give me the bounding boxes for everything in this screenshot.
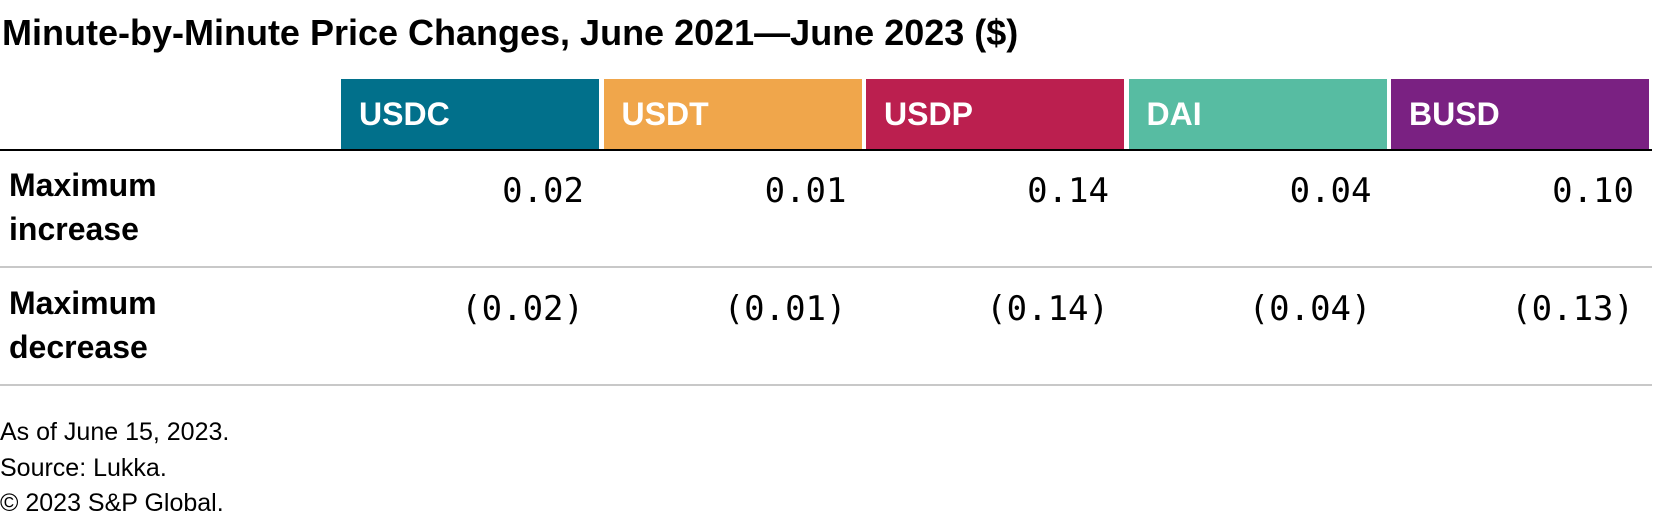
header-rule <box>0 149 1652 151</box>
row-label: Maximum increase <box>9 167 157 247</box>
cell: (0.02) <box>461 289 584 329</box>
column-header: USDT <box>603 79 862 149</box>
row-rule <box>0 384 1652 386</box>
row-rule <box>0 266 1652 268</box>
cell: 0.10 <box>1552 171 1634 211</box>
footnote: As of June 15, 2023. <box>0 418 230 446</box>
cell: 0.02 <box>502 171 584 211</box>
cell: (0.04) <box>1248 289 1372 329</box>
cell: (0.14) <box>986 289 1109 329</box>
column-header: USDP <box>866 79 1124 149</box>
row-label: Maximum decrease <box>9 285 157 365</box>
column-header: USDC <box>341 79 599 149</box>
footnote: Source: Lukka. <box>0 453 167 482</box>
column-header: DAI <box>1128 79 1387 149</box>
footnote: © 2023 S&P Global. <box>0 489 224 517</box>
cell: (0.01) <box>723 289 847 329</box>
cell: 0.04 <box>1289 171 1372 211</box>
cell: (0.13) <box>1511 289 1634 329</box>
cell: 0.01 <box>764 171 847 211</box>
column-header: BUSD <box>1391 79 1649 149</box>
table-title: Minute-by-Minute Price Changes, June 202… <box>2 12 1019 53</box>
cell: 0.14 <box>1027 171 1109 211</box>
